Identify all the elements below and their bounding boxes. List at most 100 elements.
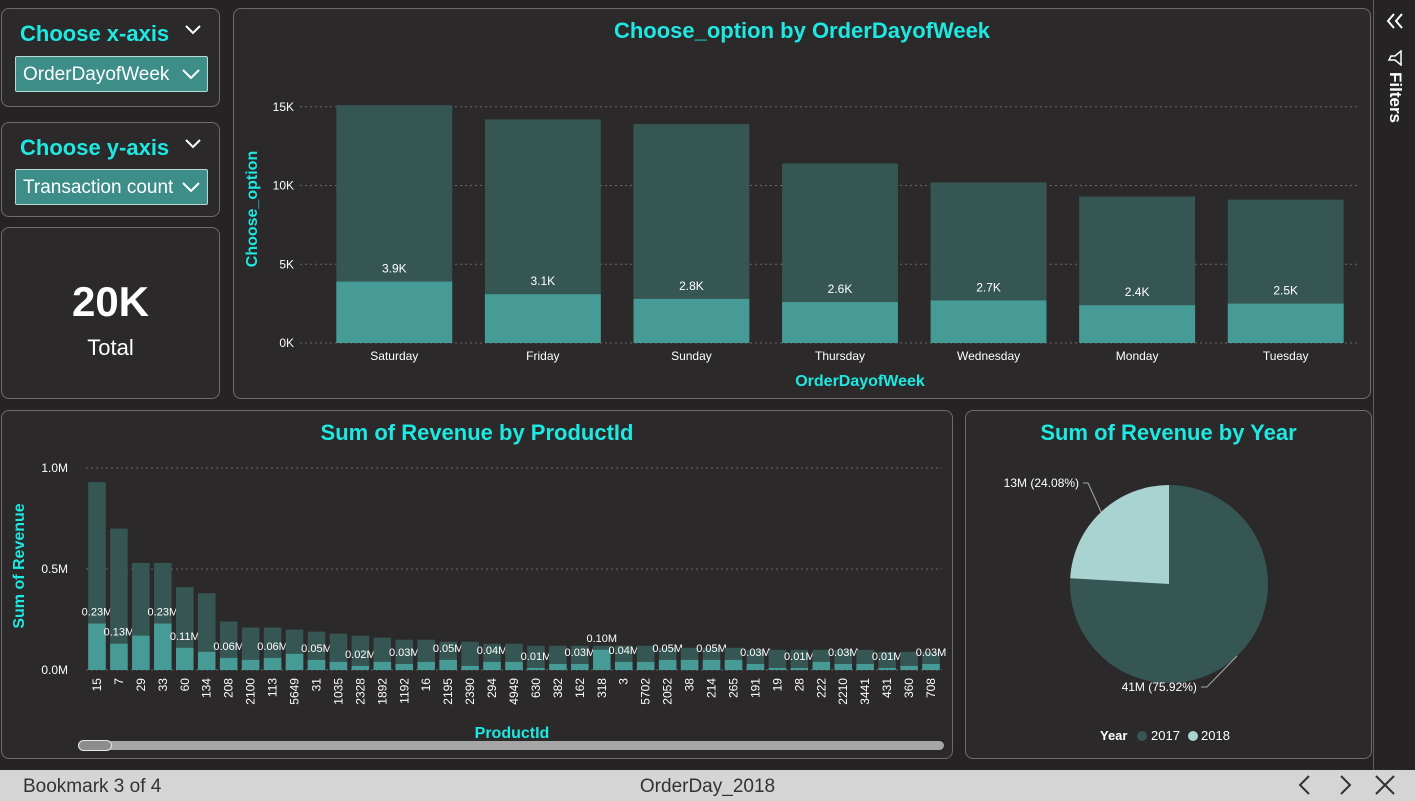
- chevron-down-icon[interactable]: [183, 137, 203, 151]
- data-label: 0.03M: [740, 647, 771, 659]
- filters-pane: Filters: [1373, 0, 1415, 770]
- x-tick-label: 33: [156, 678, 170, 692]
- x-tick-label: 19: [770, 678, 784, 692]
- legend-entry: 2018: [1201, 728, 1230, 743]
- data-label: 0.23M: [148, 607, 179, 619]
- legend-title: Year: [1100, 728, 1127, 743]
- chevron-down-icon[interactable]: [183, 23, 203, 37]
- x-axis-title: ProductId: [475, 725, 550, 742]
- data-label: 0.05M: [433, 643, 464, 655]
- data-label: 0.01M: [521, 651, 552, 663]
- bar-value: [636, 661, 655, 670]
- revenue-by-product-chart: Sum of Revenue by ProductId 0.0M 0.5M 1.0M…: [1, 410, 953, 759]
- filters-label[interactable]: Filters: [1386, 72, 1405, 124]
- bar-total: [878, 651, 896, 670]
- bar-total: [527, 645, 545, 670]
- x-tick-label: 2100: [244, 678, 258, 705]
- x-tick-label: 15: [90, 678, 104, 692]
- bookmark-name: OrderDay_2018: [639, 776, 776, 797]
- bar-total: [900, 651, 918, 670]
- x-tick-label: 60: [178, 678, 192, 692]
- data-label: 2.7K: [976, 280, 1001, 294]
- x-tick-label: 2210: [836, 678, 850, 705]
- pie-label: 41M (75.92%): [1122, 680, 1197, 694]
- bar-total: [351, 635, 370, 670]
- bookmark-position: Bookmark 3 of 4: [23, 776, 162, 797]
- x-tick-label: 3: [617, 678, 631, 685]
- bar-value: [702, 659, 721, 670]
- x-tick-label: 431: [880, 678, 894, 698]
- day-of-week-chart-svg: 0K 5K 10K 15K 3.9K Saturday 3.1K Friday 2.8K Sund…: [244, 100, 1360, 390]
- bar-value: [373, 661, 392, 670]
- double-chevron-left-icon[interactable]: [1385, 12, 1405, 30]
- data-label: 2.4K: [1125, 285, 1150, 299]
- x-tick-label: 5649: [288, 678, 302, 705]
- previous-bookmark-icon[interactable]: [1297, 774, 1313, 796]
- y-tick-label: 5K: [279, 257, 294, 271]
- bookmark-navigator: Bookmark 3 of 4 OrderDay_2018: [0, 770, 1415, 801]
- x-axis-slicer: Choose x-axis OrderDayofWeek: [1, 8, 220, 107]
- bar-value: [782, 302, 898, 343]
- x-axis-dropdown[interactable]: OrderDayofWeek: [15, 56, 208, 92]
- bar-value: [461, 665, 479, 670]
- data-label: 0.06M: [213, 641, 244, 653]
- data-label: 0.03M: [389, 647, 420, 659]
- next-bookmark-icon[interactable]: [1337, 774, 1353, 796]
- y-axis-dropdown[interactable]: Transaction count: [15, 169, 208, 205]
- x-tick-label: 162: [573, 678, 587, 698]
- pie-leader-line: [1200, 655, 1238, 688]
- bar-value: [329, 661, 348, 670]
- x-tick-label: 2328: [353, 678, 367, 705]
- revenue-by-year-chart-svg: 41M (75.92%) 13M (24.08%) Year 2017 2018: [1004, 476, 1268, 743]
- day-of-week-chart: Choose_option by OrderDayofWeek 0K 5K 10K 1…: [233, 8, 1371, 399]
- x-tick-label: 29: [134, 678, 148, 692]
- x-tick-label: 1892: [375, 678, 389, 705]
- chart-title: Sum of Revenue by ProductId: [320, 420, 634, 445]
- y-axis-title: Sum of Revenue: [11, 503, 28, 628]
- bar-value: [505, 661, 523, 670]
- close-icon[interactable]: [1374, 774, 1396, 796]
- data-label: 0.03M: [565, 647, 596, 659]
- x-tick-label: 38: [683, 678, 697, 692]
- data-label: 0.04M: [608, 645, 639, 657]
- data-label: 0.05M: [301, 643, 332, 655]
- bar-value: [527, 667, 545, 670]
- revenue-by-year-chart: Sum of Revenue by Year 41M (75.92%) 13M (…: [965, 410, 1372, 759]
- bar-value: [571, 663, 589, 670]
- x-tick-label: 214: [705, 678, 719, 698]
- data-label: 0.01M: [784, 651, 815, 663]
- kpi-label: Total: [87, 335, 134, 360]
- x-tick-label: 2195: [441, 678, 455, 705]
- data-label: 2.8K: [679, 279, 704, 293]
- y-tick-label: 0K: [279, 336, 294, 350]
- y-axis-slicer-title: Choose y-axis: [20, 135, 170, 160]
- x-axis-slicer-title: Choose x-axis: [20, 21, 170, 46]
- y-tick-label: 0.5M: [41, 562, 68, 576]
- bar-total: [373, 637, 392, 670]
- bar-value: [658, 659, 677, 670]
- bar-value: [241, 659, 260, 670]
- x-tick-label: 294: [485, 678, 499, 698]
- bar-value: [614, 661, 633, 670]
- filter-icon[interactable]: [1387, 50, 1403, 66]
- x-tick-label: 708: [924, 678, 938, 698]
- x-tick-label: 113: [266, 678, 280, 697]
- bar-value: [285, 653, 304, 670]
- legend-marker: [1188, 731, 1198, 741]
- x-tick-label: 1192: [397, 678, 411, 704]
- chart-title: Sum of Revenue by Year: [1040, 420, 1297, 445]
- data-label: 0.13M: [104, 627, 135, 639]
- bar-value: [593, 649, 611, 670]
- horizontal-scrollbar[interactable]: [78, 741, 944, 750]
- scrollbar-thumb[interactable]: [78, 740, 112, 751]
- bar-value: [856, 663, 874, 670]
- bar-value: [878, 667, 896, 670]
- bar-total: [241, 627, 260, 670]
- data-label: 0.06M: [257, 641, 288, 653]
- data-label: 2.6K: [828, 282, 853, 296]
- x-tick-label: 630: [529, 678, 543, 698]
- x-tick-label: 208: [222, 678, 236, 698]
- x-tick-label: 222: [814, 678, 828, 698]
- data-label: 0.02M: [345, 649, 376, 661]
- y-axis-dropdown-value: Transaction count: [23, 177, 174, 198]
